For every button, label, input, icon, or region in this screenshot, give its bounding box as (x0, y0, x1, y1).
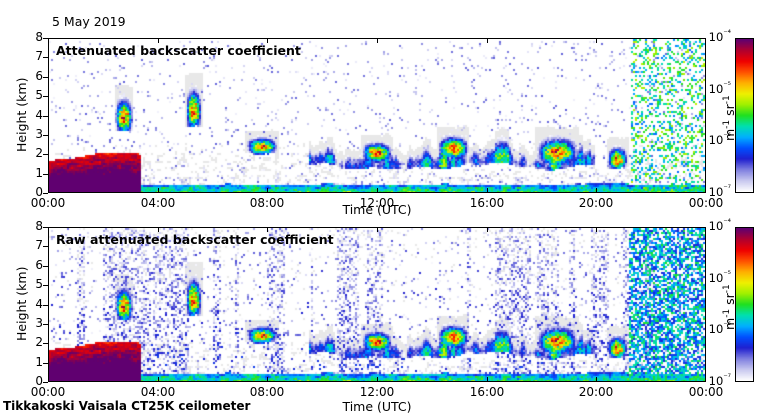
panel2-xtick-label-0: 00:00 (30, 385, 66, 399)
panel-raw-attenuated-backscatter-plot[interactable] (48, 227, 706, 382)
panel2-xtick-label-3: 12:00 (359, 385, 395, 399)
panel1-xtick-bot-2 (267, 188, 269, 193)
panel2-ytick-1 (43, 363, 48, 365)
colorbar-panel1 (735, 38, 754, 193)
panel2-ytick-4 (43, 305, 48, 307)
panel1-ytick-label-5: 5 (35, 88, 43, 102)
panel-title-attenuated: Attenuated backscatter coefficient (56, 43, 301, 58)
panel2-ytick-label-5: 5 (35, 277, 43, 291)
panel1-ytick-3 (43, 135, 48, 137)
panel2-xtick-bot-1 (158, 377, 160, 382)
panel1-ytick-label-8: 8 (35, 30, 43, 44)
panel1-ytick-label-2: 2 (35, 146, 43, 160)
panel1-ytick-2 (43, 154, 48, 156)
panel2-ytick-3 (43, 324, 48, 326)
panel1-ytick-label-4: 4 (35, 108, 43, 122)
panel2-ytick-2 (43, 343, 48, 345)
panel1-ytick-label-0: 0 (35, 185, 43, 199)
colorbar1-tick-label-3: 10⁻⁷ (708, 183, 731, 199)
colorbar1-tick-label-0: 10⁻⁴ (708, 28, 731, 44)
panel2-ytick-label-0: 0 (35, 374, 43, 388)
colorbar2-tick-label-3: 10⁻⁷ (708, 372, 731, 388)
panel1-xtick-label-4: 16:00 (469, 196, 505, 210)
panel2-xtick-top-1 (158, 227, 160, 232)
panel1-xtick-bot-4 (487, 188, 489, 193)
instrument-footer: Tikkakoski Vaisala CT25K ceilometer (3, 399, 251, 413)
panel1-xtick-top-5 (596, 38, 598, 43)
panel2-ytick-8 (43, 227, 48, 229)
panel2-xaxis-title: Time (UTC) (342, 399, 412, 414)
panel1-ytick-0 (43, 193, 48, 195)
panel1-ytick-1 (43, 174, 48, 176)
panel-title-raw: Raw attenuated backscatter coefficient (56, 232, 334, 247)
panel2-xtick-bot-4 (487, 377, 489, 382)
panel1-ytick-label-6: 6 (35, 69, 43, 83)
panel1-xtick-top-2 (267, 38, 269, 43)
colorbar2-tick-label-0: 10⁻⁴ (708, 217, 731, 233)
panel1-xtick-bot-5 (596, 188, 598, 193)
panel2-xtick-label-2: 08:00 (249, 385, 285, 399)
panel1-xtick-bot-1 (158, 188, 160, 193)
panel1-xtick-top-3 (377, 38, 379, 43)
panel2-xtick-bot-5 (596, 377, 598, 382)
panel2-ytick-6 (43, 266, 48, 268)
panel1-ytick-label-3: 3 (35, 127, 43, 141)
panel1-xtick-label-0: 00:00 (30, 196, 66, 210)
panel1-xtick-label-1: 04:00 (140, 196, 176, 210)
panel2-ytick-label-3: 3 (35, 316, 43, 330)
panel-attenuated-backscatter-plot[interactable] (48, 38, 706, 193)
panel2-ytick-label-4: 4 (35, 297, 43, 311)
panel1-xtick-label-2: 08:00 (249, 196, 285, 210)
panel1-xtick-top-4 (487, 38, 489, 43)
panel1-ytick-4 (43, 116, 48, 118)
panel1-ytick-label-7: 7 (35, 49, 43, 63)
colorbar-panel2 (735, 227, 754, 382)
panel2-xtick-top-2 (267, 227, 269, 232)
panel1-xaxis-title: Time (UTC) (342, 202, 412, 217)
panel1-ytick-8 (43, 38, 48, 40)
panel2-ytick-0 (43, 382, 48, 384)
panel2-xtick-label-1: 04:00 (140, 385, 176, 399)
panel2-ytick-label-7: 7 (35, 238, 43, 252)
panel2-ytick-label-8: 8 (35, 219, 43, 233)
panel2-xtick-top-4 (487, 227, 489, 232)
panel2-ytick-label-1: 1 (35, 355, 43, 369)
panel1-ytick-7 (43, 57, 48, 59)
panel2-xtick-top-5 (596, 227, 598, 232)
panel2-ytick-label-2: 2 (35, 335, 43, 349)
panel1-xtick-label-3: 12:00 (359, 196, 395, 210)
panel2-ytick-7 (43, 246, 48, 248)
panel1-xtick-bot-3 (377, 188, 379, 193)
colorbar1-tick-label-2: 10⁻⁶ (708, 131, 731, 147)
panel2-xtick-label-5: 20:00 (578, 385, 614, 399)
panel1-ytick-label-1: 1 (35, 166, 43, 180)
panel2-ytick-label-6: 6 (35, 258, 43, 272)
colorbar1-tick-label-1: 10⁻⁵ (708, 80, 731, 96)
date-label: 5 May 2019 (52, 14, 126, 29)
panel2-ytick-5 (43, 285, 48, 287)
panel2-xtick-label-6: 00:00 (688, 385, 724, 399)
panel2-xtick-top-3 (377, 227, 379, 232)
panel1-ytick-6 (43, 77, 48, 79)
panel1-xtick-label-5: 20:00 (578, 196, 614, 210)
colorbar2-tick-label-1: 10⁻⁵ (708, 269, 731, 285)
panel1-ytick-5 (43, 96, 48, 98)
panel2-xtick-bot-2 (267, 377, 269, 382)
panel2-xtick-label-4: 16:00 (469, 385, 505, 399)
colorbar2-tick-label-2: 10⁻⁶ (708, 320, 731, 336)
panel2-xtick-bot-3 (377, 377, 379, 382)
panel1-xtick-top-1 (158, 38, 160, 43)
panel1-xtick-label-6: 00:00 (688, 196, 724, 210)
